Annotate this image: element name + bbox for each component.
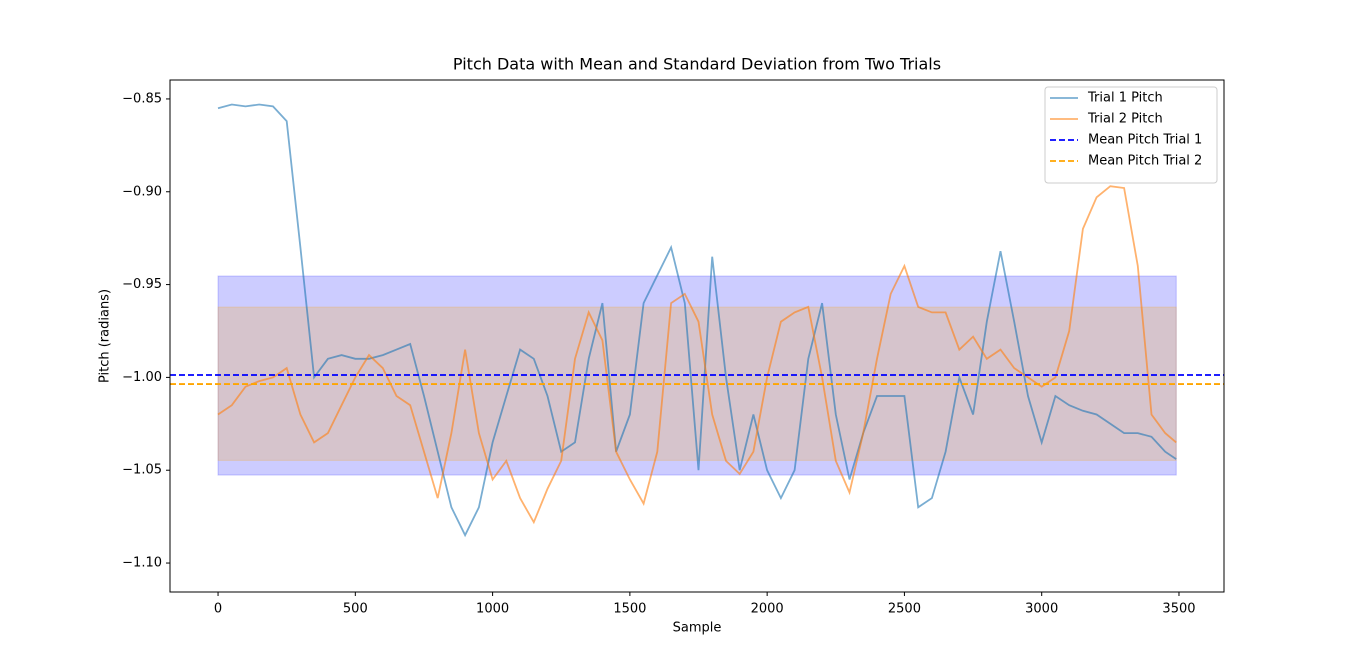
plot-frame [169, 79, 1225, 593]
x-tick-label: 3500 [1162, 602, 1195, 617]
legend-label: Mean Pitch Trial 1 [1088, 133, 1202, 148]
y-tick-label: −1.10 [122, 556, 162, 571]
x-tick-label: 2000 [751, 602, 784, 617]
x-tick-label: 1000 [476, 602, 509, 617]
y-tick-label: −1.05 [122, 463, 162, 478]
x-tick-label: 0 [214, 602, 222, 617]
series-line [217, 185, 1177, 525]
legend-label: Trial 1 Pitch [1087, 91, 1163, 106]
y-tick-label: −0.85 [122, 91, 162, 106]
legend-label: Mean Pitch Trial 2 [1088, 154, 1202, 169]
y-axis-label: Pitch (radians) [98, 289, 113, 383]
x-axis-label: Sample [673, 621, 722, 636]
legend-label: Trial 2 Pitch [1087, 112, 1163, 127]
y-tick-label: −1.00 [122, 370, 162, 385]
x-tick-label: 3000 [1025, 602, 1058, 617]
x-tick-label: 1500 [613, 602, 646, 617]
chart-title: Pitch Data with Mean and Standard Deviat… [453, 55, 941, 74]
x-tick-label: 500 [343, 602, 368, 617]
legend-box [1044, 86, 1218, 184]
y-tick-label: −0.90 [122, 184, 162, 199]
series-line [217, 103, 1177, 538]
y-tick-label: −0.95 [122, 277, 162, 292]
x-tick-label: 2500 [888, 602, 921, 617]
